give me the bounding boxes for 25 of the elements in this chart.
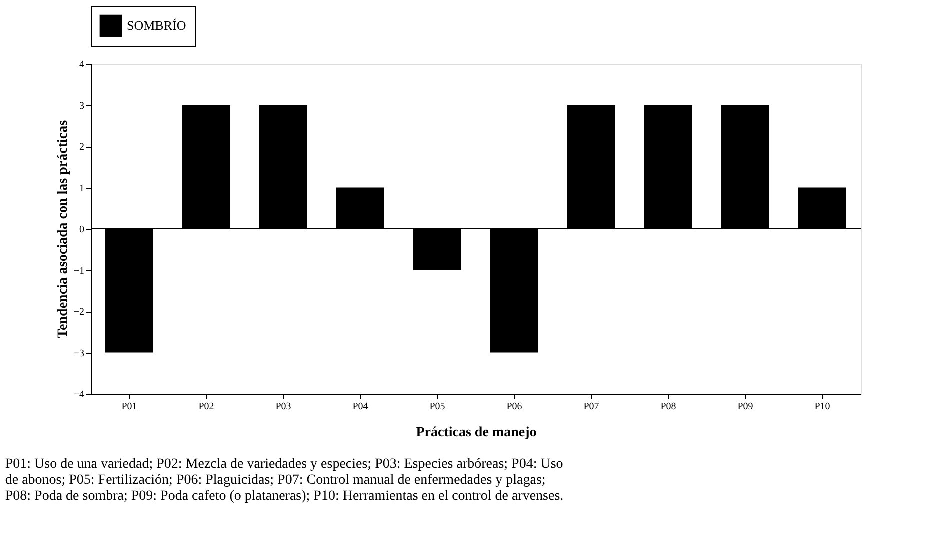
x-tick-label: P03 — [276, 402, 292, 412]
y-tick-label: 2 — [80, 142, 84, 153]
y-tick-label: −4 — [74, 390, 84, 400]
y-axis-title: Tendencia asociada con las prácticas — [56, 120, 71, 339]
x-tick-label: P04 — [352, 402, 368, 412]
x-tick-label: P01 — [122, 402, 138, 412]
x-axis-title: Prácticas de manejo — [416, 426, 537, 440]
text: de abonos; P05: Fertilización; P06: Plaguicidas; P07: Control manual de enfermedades y plagas; — [5, 473, 546, 488]
y-tick-label: 1 — [80, 183, 84, 194]
y-tick-label: 4 — [80, 60, 84, 70]
text: P01: Uso de una variedad; P02: Mezcla de variedades y especies; P03: Especies arbóreas; P04: Uso — [5, 457, 564, 472]
x-tick-label: P05 — [430, 402, 446, 412]
x-tick-label: P07 — [584, 402, 600, 412]
y-tick-label: −2 — [74, 307, 84, 318]
y-tick-label: 0 — [80, 224, 84, 236]
x-tick-label: P09 — [738, 402, 754, 412]
y-tick-label: −1 — [74, 266, 84, 277]
text: P08: Poda de sombra; P09: Poda cafeto (o plataneras); P10: Herramientas en el control de arvenses. — [5, 489, 564, 504]
x-tick-label: P10 — [814, 402, 830, 412]
x-tick-label: P02 — [198, 402, 214, 412]
legend-label: SOMBRÍO — [127, 18, 186, 33]
x-tick-label: P06 — [506, 402, 522, 412]
y-tick-label: −3 — [74, 348, 84, 360]
y-tick-label: 3 — [80, 100, 84, 112]
x-tick-label: P08 — [660, 402, 676, 412]
